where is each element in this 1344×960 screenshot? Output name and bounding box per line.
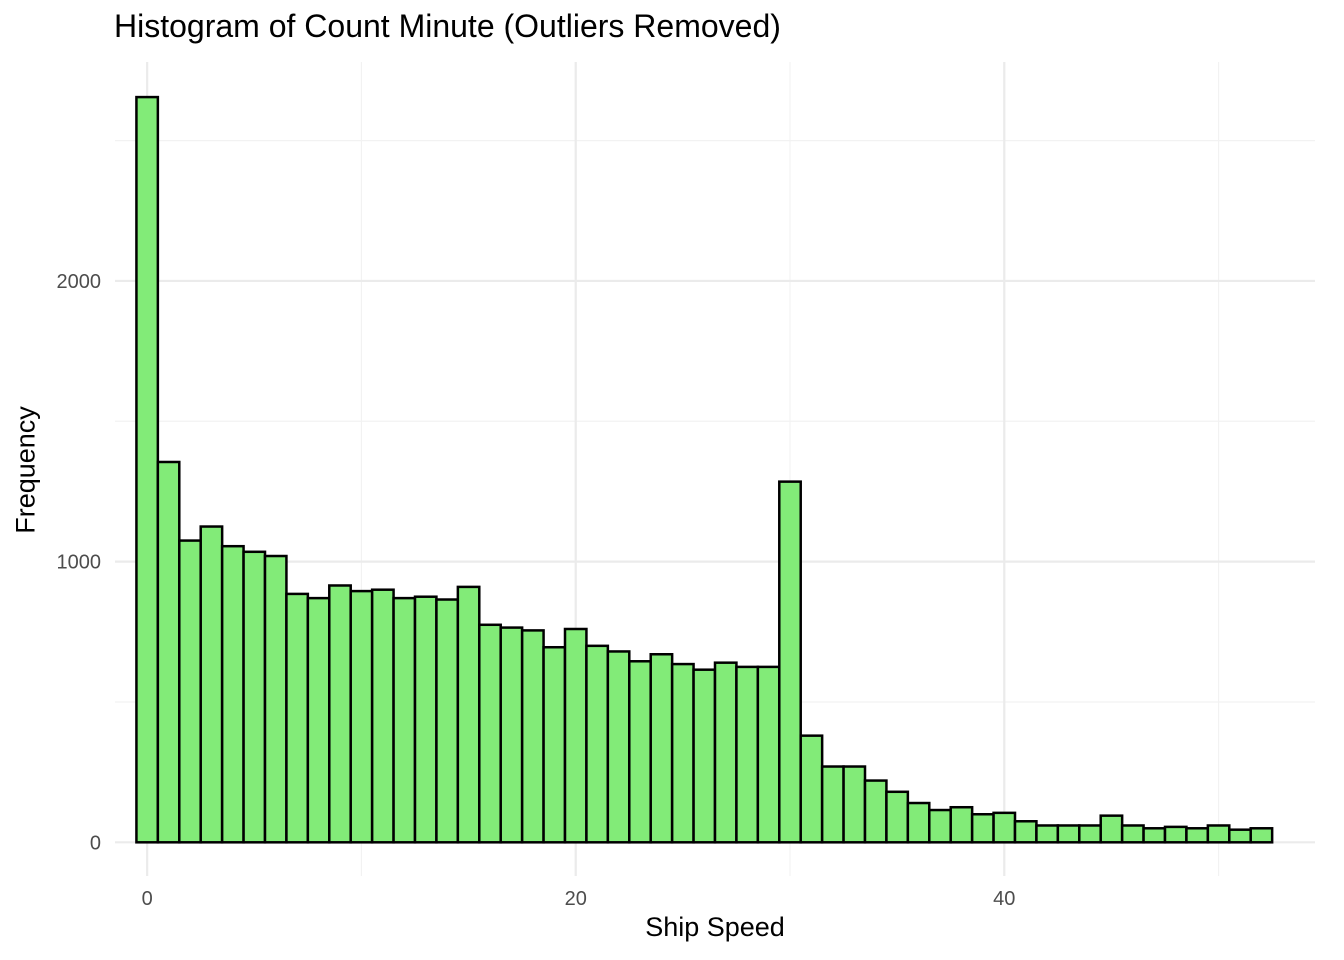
histogram-bar xyxy=(1078,824,1102,844)
histogram-bar xyxy=(178,539,202,844)
x-tick-label: 40 xyxy=(993,888,1015,910)
histogram-bar xyxy=(413,595,438,844)
y-tick-label: 0 xyxy=(90,832,101,854)
histogram-bar xyxy=(220,544,245,844)
histogram-bar xyxy=(392,596,417,844)
histogram-bar xyxy=(563,627,588,844)
histogram-bar xyxy=(670,662,695,844)
histogram-bar xyxy=(1120,824,1145,844)
histogram-bar xyxy=(1056,824,1081,844)
histogram-bar xyxy=(649,653,674,844)
histogram-bar xyxy=(970,812,995,844)
histogram-bar xyxy=(992,811,1017,844)
histogram-bar xyxy=(542,645,567,844)
histogram-bar xyxy=(1206,824,1231,844)
histogram-bar xyxy=(799,734,824,844)
histogram-bar xyxy=(328,584,352,844)
histogram-bar xyxy=(499,626,524,844)
histogram-bar xyxy=(1249,827,1274,844)
histogram-bar xyxy=(349,589,374,844)
histogram-bar xyxy=(906,801,931,844)
histogram-bar xyxy=(928,808,952,844)
histogram-bar xyxy=(820,765,845,844)
histogram-bar xyxy=(628,660,652,844)
histogram-bar xyxy=(1142,827,1167,844)
histogram-bar xyxy=(285,592,310,844)
histogram-bar xyxy=(735,665,760,844)
histogram-bar xyxy=(242,550,267,844)
histogram-bar xyxy=(863,779,888,844)
histogram-bars xyxy=(135,95,1274,844)
histogram-bar xyxy=(1013,820,1038,844)
x-tick-label: 20 xyxy=(565,888,587,910)
histogram-bar xyxy=(199,525,224,844)
histogram-bar xyxy=(713,661,738,844)
histogram-bar xyxy=(756,665,781,844)
histogram-bar xyxy=(156,460,181,844)
histogram-bar xyxy=(585,644,610,844)
x-tick-label: 0 xyxy=(142,888,153,910)
histogram-bar xyxy=(263,554,288,844)
histogram-bar xyxy=(842,765,867,844)
histogram-bar xyxy=(606,650,631,844)
histogram-bar xyxy=(370,588,395,844)
histogram-bar xyxy=(456,585,481,844)
histogram-bar xyxy=(949,805,974,844)
histogram-bar xyxy=(1163,825,1188,844)
histogram-bar xyxy=(520,629,545,844)
axis-tick-labels: 0 20 40 0 1000 2000 xyxy=(57,271,1016,910)
histogram-bar xyxy=(1035,824,1060,844)
histogram-bar xyxy=(435,598,460,844)
histogram-bar xyxy=(1185,827,1210,844)
histogram-bar xyxy=(478,623,502,844)
chart-title: Histogram of Count Minute (Outliers Remo… xyxy=(114,8,781,44)
y-tick-label: 1000 xyxy=(57,552,102,574)
y-tick-label: 2000 xyxy=(57,271,102,293)
histogram-bar xyxy=(778,480,802,844)
histogram-bar xyxy=(692,668,717,844)
histogram-bar xyxy=(306,596,331,844)
y-axis-title: Frequency xyxy=(10,406,41,534)
x-axis-title: Ship Speed xyxy=(645,912,785,942)
histogram-bar xyxy=(885,790,910,844)
histogram-bar xyxy=(135,95,160,844)
histogram-bar xyxy=(1099,814,1124,844)
histogram-bar xyxy=(1228,828,1252,844)
